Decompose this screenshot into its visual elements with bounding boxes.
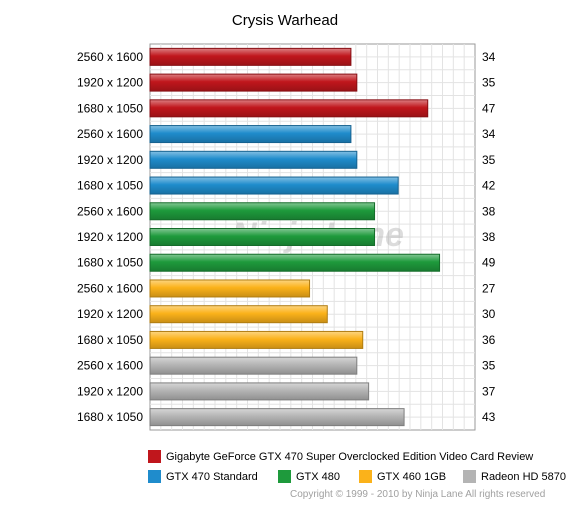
row-label: 2560 x 1600 [77,204,143,218]
legend-swatch [148,470,161,483]
row-label: 1680 x 1050 [77,101,143,115]
legend-label: Radeon HD 5870 [481,470,567,483]
row-label: 2560 x 1600 [77,50,143,64]
bar [149,202,376,221]
copyright-text: Copyright © 1999 - 2010 by Ninja Lane Al… [290,489,546,500]
value-label: 42 [482,179,496,193]
row-label: 1920 x 1200 [77,307,143,321]
legend: Gigabyte GeForce GTX 470 Super Overclock… [148,448,568,488]
legend-label: Gigabyte GeForce GTX 470 Super Overclock… [166,450,534,463]
legend-swatch [463,470,476,483]
row-label: 1680 x 1050 [77,179,143,193]
value-label: 49 [482,256,496,270]
legend-item-gtx480: GTX 480 [278,470,340,483]
row-label: 1680 x 1050 [77,256,143,270]
bar [149,408,405,427]
value-label: 36 [482,333,496,347]
bar [149,330,364,349]
value-label: 27 [482,281,496,295]
legend-item-gigabyte: Gigabyte GeForce GTX 470 Super Overclock… [148,450,533,463]
row-label: 1680 x 1050 [77,410,143,424]
value-label: 37 [482,384,496,398]
legend-swatch [148,450,161,463]
bar [149,279,311,298]
bar [149,150,358,169]
value-label: 34 [482,127,496,141]
legend-swatch [278,470,291,483]
bar [149,125,352,144]
legend-label: GTX 460 1GB [377,470,447,483]
legend-row-2: GTX 470 Standard GTX 480 GTX 460 1GB Rad… [148,468,568,488]
legend-row-1: Gigabyte GeForce GTX 470 Super Overclock… [148,448,568,468]
value-label: 35 [482,153,496,167]
value-label: 34 [482,50,496,64]
row-label: 2560 x 1600 [77,127,143,141]
bar [149,99,429,118]
bar [149,305,328,324]
bar [149,176,399,195]
legend-label: GTX 480 [296,470,341,483]
value-label: 35 [482,76,496,90]
bar [149,47,352,66]
value-label: 30 [482,307,496,321]
bar [149,382,370,401]
value-label: 35 [482,359,496,373]
value-label: 38 [482,204,496,218]
row-label: 2560 x 1600 [77,359,143,373]
legend-swatch [359,470,372,483]
value-label: 38 [482,230,496,244]
row-label: 1920 x 1200 [77,153,143,167]
row-label: 1920 x 1200 [77,230,143,244]
legend-item-gtx460: GTX 460 1GB [359,470,446,483]
value-label: 47 [482,101,496,115]
legend-item-gtx470: GTX 470 Standard [148,470,258,483]
bar [149,356,358,375]
row-label: 1680 x 1050 [77,333,143,347]
legend-item-radeon: Radeon HD 5870 [463,470,566,483]
bar [149,228,376,246]
bar [149,253,441,272]
bar [149,73,358,92]
row-label: 1920 x 1200 [77,384,143,398]
row-label: 2560 x 1600 [77,281,143,295]
chart-title: Crysis Warhead [231,12,339,29]
value-label: 43 [482,410,496,424]
legend-label: GTX 470 Standard [166,470,258,483]
row-label: 1920 x 1200 [77,76,143,90]
